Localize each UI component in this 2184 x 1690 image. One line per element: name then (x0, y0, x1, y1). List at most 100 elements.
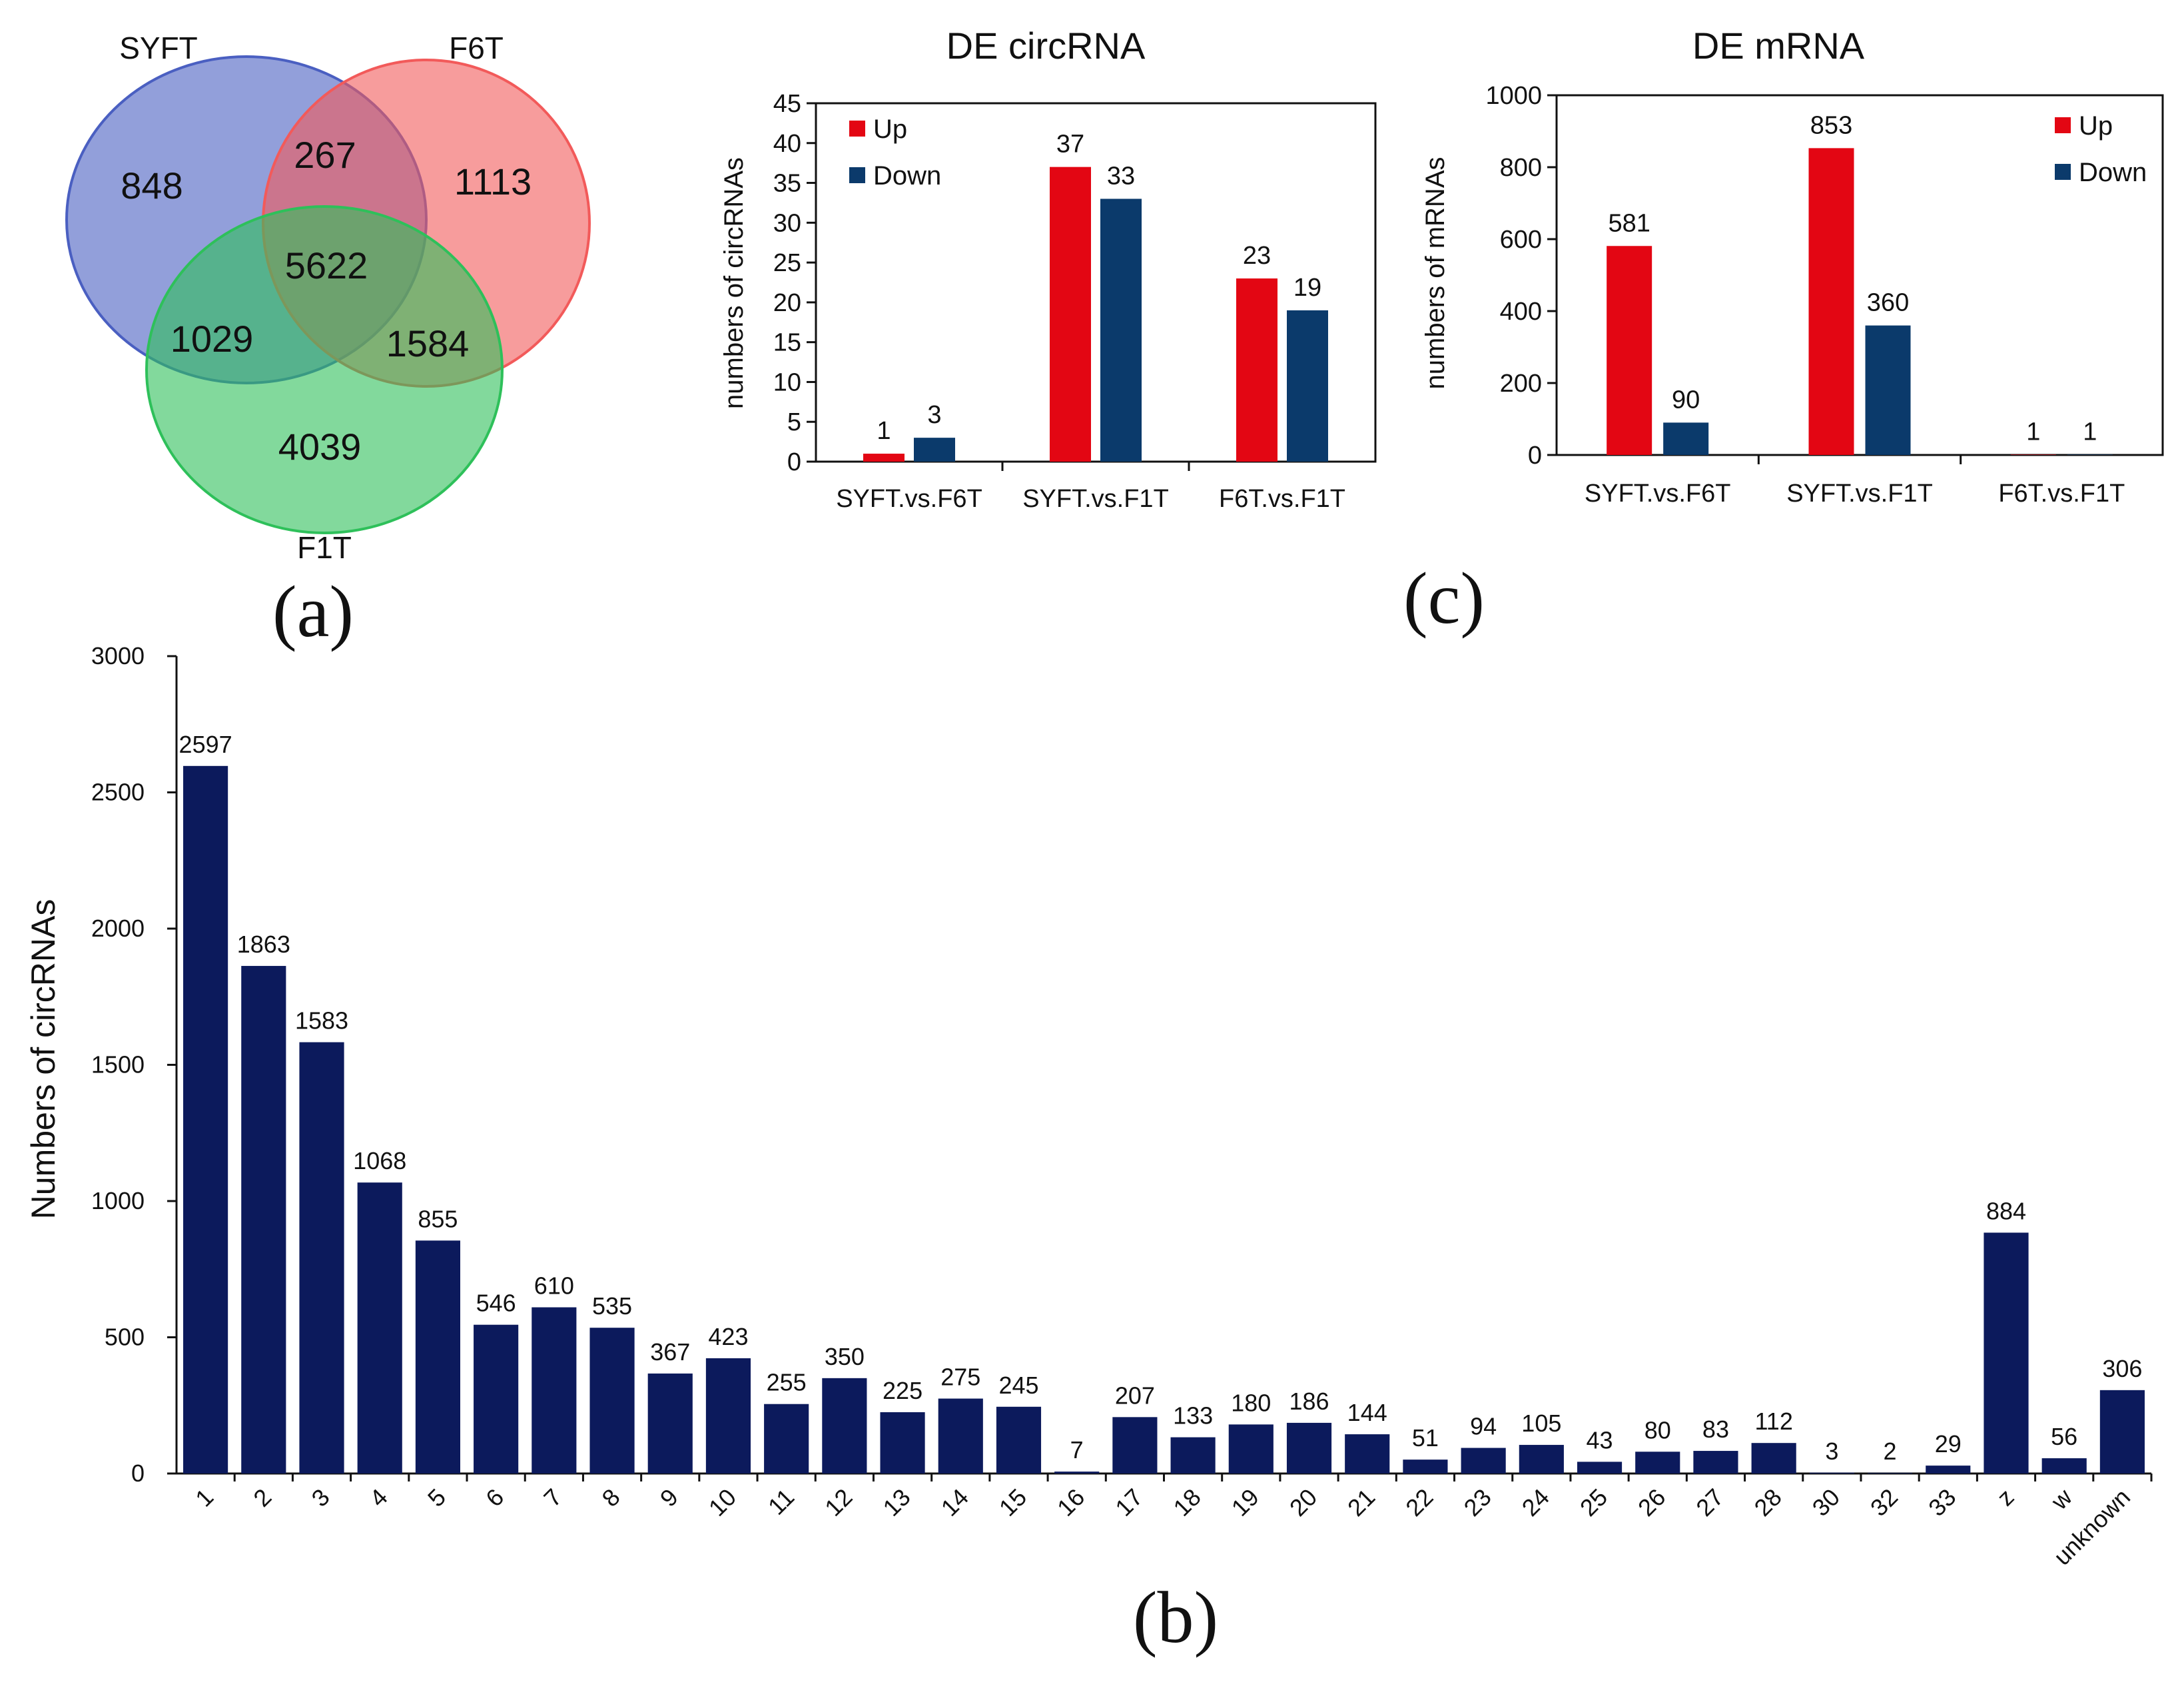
x-category-label: SYFT.vs.F6T (836, 485, 982, 513)
data-label: 3 (1825, 1438, 1838, 1465)
data-label: 360 (1867, 289, 1909, 317)
data-label: 1583 (295, 1007, 348, 1035)
x-category-label: w (2045, 1483, 2078, 1515)
data-label: 2597 (179, 731, 232, 758)
x-axis-mrna: SYFT.vs.F6T SYFT.vs.F1T F6T.vs.F1T (1585, 455, 2125, 508)
bar-chromosome (183, 765, 228, 1474)
data-label: 535 (592, 1292, 632, 1320)
de-circrna-chart: DE circRNA numbers of circRNAs 0 5 10 15 20 2… (719, 25, 1377, 513)
bar-down (2067, 454, 2113, 455)
legend-label-down: Down (2079, 158, 2147, 187)
data-label: 367 (650, 1338, 690, 1366)
chart-title-de-circrna: DE circRNA (946, 25, 1146, 67)
data-label: 112 (1754, 1408, 1792, 1435)
bar-chromosome (1345, 1434, 1390, 1474)
bar-up (2010, 454, 2056, 455)
venn-set-label-f1t: F1T (297, 530, 352, 565)
y-axis-circrna: 0 5 10 15 20 25 30 35 40 45 (773, 90, 816, 476)
y-tick-label: 10 (773, 368, 801, 396)
data-label: 7 (1070, 1436, 1084, 1464)
data-label: 37 (1056, 131, 1084, 159)
data-label: 255 (767, 1369, 807, 1396)
bar-chromosome (1519, 1445, 1564, 1474)
x-category-label: F6T.vs.F1T (1219, 485, 1345, 513)
x-category-label: 17 (1110, 1483, 1148, 1521)
x-category-label: 13 (877, 1483, 915, 1521)
bar-chromosome (1286, 1422, 1332, 1474)
y-axis-title-chromosome: Numbers of circRNAs (25, 899, 62, 1220)
bar-down (914, 438, 955, 462)
y-axis-title-circrna: numbers of circRNAs (719, 157, 749, 409)
x-category-label: 4 (364, 1483, 393, 1512)
bar-chromosome (415, 1240, 461, 1474)
x-axis-circrna: SYFT.vs.F6T SYFT.vs.F1T F6T.vs.F1T (836, 462, 1345, 513)
y-tick-label: 15 (773, 329, 801, 357)
bar-chromosome (1867, 1473, 1913, 1474)
data-label: 2 (1884, 1438, 1897, 1465)
bar-chromosome (1635, 1452, 1680, 1474)
bar-chromosome (357, 1182, 402, 1474)
x-category-label: z (1992, 1483, 2019, 1511)
data-label: 610 (534, 1272, 574, 1300)
venn-count-syft-f1t: 1029 (171, 318, 254, 360)
bars-mrna: 581 90 853 360 1 1 (1607, 111, 2113, 455)
panel-label-a: (a) (272, 571, 354, 652)
x-category-label: 12 (819, 1483, 857, 1521)
data-label: 1068 (353, 1147, 406, 1174)
bar-down (1663, 422, 1709, 455)
x-category-label: 11 (763, 1483, 799, 1520)
y-tick-label: 45 (773, 90, 801, 118)
y-axis-mrna: 0 200 400 600 800 1000 (1485, 82, 1557, 470)
venn-count-f6t-f1t: 1584 (386, 322, 470, 364)
x-category-label: 7 (538, 1483, 567, 1512)
data-label: 105 (1521, 1410, 1561, 1437)
bar-chromosome (705, 1358, 751, 1474)
x-category-label: 3 (306, 1483, 335, 1512)
bar-chromosome (1228, 1424, 1274, 1474)
data-label: 423 (708, 1323, 748, 1350)
bar-chromosome (532, 1307, 577, 1474)
data-label: 1 (2083, 418, 2097, 446)
bar-chromosome (1054, 1472, 1100, 1474)
y-tick-label: 40 (773, 130, 801, 158)
data-label: 51 (1412, 1424, 1439, 1452)
y-tick-label: 2500 (91, 779, 145, 806)
data-label: 80 (1644, 1416, 1671, 1444)
x-category-label: 9 (655, 1483, 683, 1512)
data-label: 855 (418, 1205, 458, 1232)
y-tick-label: 35 (773, 170, 801, 198)
x-category-label: 14 (936, 1483, 974, 1521)
bar-chromosome (1170, 1437, 1216, 1474)
data-label: 350 (825, 1343, 865, 1370)
bar-chromosome (647, 1373, 693, 1474)
x-category-label: 6 (480, 1483, 509, 1512)
y-tick-label: 400 (1500, 298, 1542, 326)
x-category-label: 18 (1168, 1483, 1206, 1521)
bar-up (1236, 278, 1277, 462)
venn-count-syft-f6t: 267 (294, 134, 356, 176)
bar-chromosome (880, 1412, 925, 1474)
panel-label-c: (c) (1403, 558, 1485, 639)
x-category-label: 30 (1807, 1483, 1845, 1521)
venn-count-f6t-only: 1113 (454, 161, 532, 203)
y-tick-label: 3000 (91, 642, 145, 669)
bars-chromosome: 2597186315831068855546610535367423255350… (179, 731, 2145, 1474)
venn-count-syft-only: 848 (121, 165, 182, 207)
legend-swatch-down (849, 167, 865, 183)
venn-set-label-syft: SYFT (119, 31, 198, 65)
data-label: 275 (940, 1364, 980, 1391)
x-category-label: F6T.vs.F1T (1998, 480, 2125, 508)
y-tick-label: 500 (105, 1324, 145, 1351)
bar-chromosome (241, 966, 286, 1474)
data-label: 546 (476, 1290, 516, 1317)
data-label: 133 (1173, 1402, 1213, 1430)
x-category-label: 33 (1923, 1483, 1961, 1521)
venn-count-all: 5622 (285, 244, 368, 286)
data-label: 33 (1107, 162, 1135, 190)
circrna-chromosome-chart: Numbers of circRNAs 0 500 1000 1500 2000 2500… (25, 642, 2153, 1571)
x-category-label: 23 (1458, 1483, 1496, 1521)
legend-swatch-down (2055, 164, 2071, 180)
y-tick-label: 30 (773, 209, 801, 237)
bar-chromosome (474, 1324, 519, 1474)
legend-swatch-up (2055, 117, 2071, 133)
